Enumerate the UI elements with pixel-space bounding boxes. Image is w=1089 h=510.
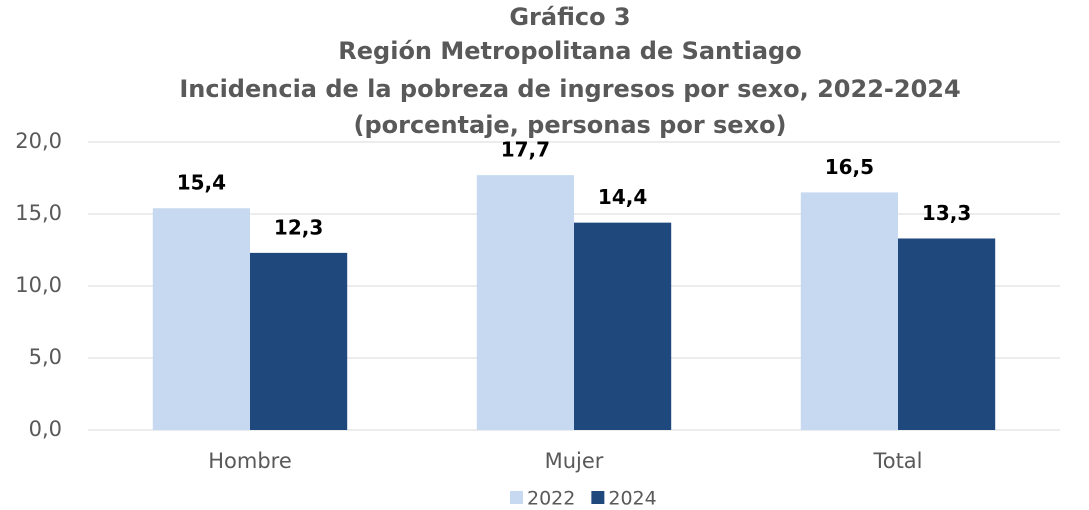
bar <box>250 252 348 430</box>
bar <box>574 222 672 430</box>
value-label: 16,5 <box>825 155 874 179</box>
bar <box>898 238 996 430</box>
y-tick-label: 20,0 <box>15 129 62 153</box>
legend-label: 2022 <box>527 488 575 510</box>
chart-title: (porcentaje, personas por sexo) <box>353 111 786 139</box>
y-tick-label: 0,0 <box>29 417 62 441</box>
chart-title: Gráfico 3 <box>509 3 630 31</box>
bar <box>800 192 898 430</box>
x-tick-label: Total <box>872 449 922 473</box>
chart-title: Región Metropolitana de Santiago <box>338 37 801 65</box>
x-tick-label: Mujer <box>545 449 604 473</box>
y-tick-label: 15,0 <box>15 201 62 225</box>
value-label: 12,3 <box>274 215 323 239</box>
value-label: 17,7 <box>501 138 550 162</box>
bar <box>152 208 250 430</box>
legend-swatch <box>510 491 523 504</box>
y-tick-label: 10,0 <box>15 273 62 297</box>
value-label: 14,4 <box>598 185 647 209</box>
y-tick-label: 5,0 <box>29 345 62 369</box>
chart-title: Incidencia de la pobreza de ingresos por… <box>179 75 960 103</box>
value-label: 15,4 <box>177 171 226 195</box>
x-tick-label: Hombre <box>208 449 292 473</box>
value-label: 13,3 <box>922 201 971 225</box>
legend-swatch <box>591 491 605 504</box>
bar <box>476 175 574 430</box>
legend-label: 2024 <box>608 488 656 510</box>
